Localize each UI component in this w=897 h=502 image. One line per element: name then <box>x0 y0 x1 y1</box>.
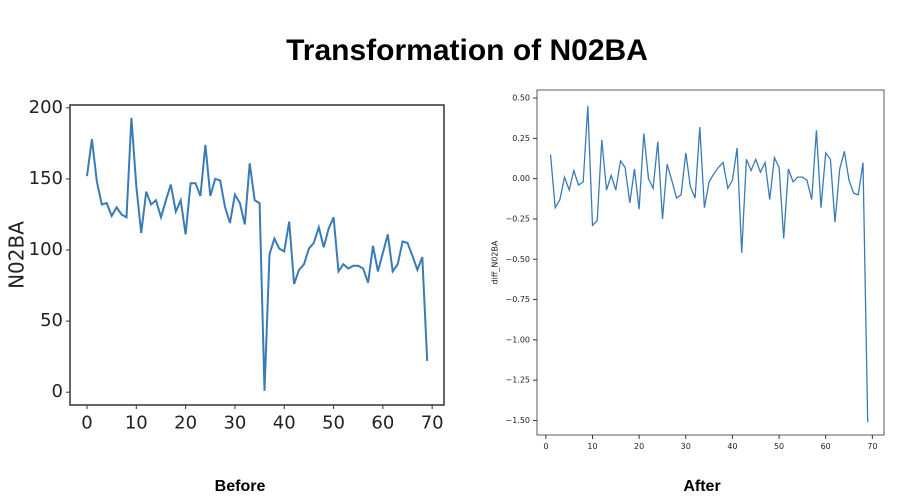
x-tick-label: 40 <box>273 413 296 434</box>
y-tick-label: −0.50 <box>505 255 530 264</box>
y-tick-label: −0.75 <box>505 295 530 304</box>
x-tick-label: 40 <box>727 442 737 451</box>
y-tick-label: 0 <box>52 381 63 402</box>
data-line <box>549 106 869 423</box>
y-tick-label: 50 <box>40 310 63 331</box>
plot-frame <box>69 104 445 406</box>
y-tick-label: −0.25 <box>505 214 530 223</box>
x-tick-label: 70 <box>867 442 877 451</box>
x-tick-label: 30 <box>681 442 691 451</box>
y-tick-label: −1.25 <box>505 376 530 385</box>
x-tick-label: 10 <box>125 413 148 434</box>
x-tick-label: 10 <box>587 442 597 451</box>
caption: After <box>683 478 720 495</box>
y-tick-label: 200 <box>29 97 63 118</box>
y-tick-label: 0.50 <box>512 94 530 103</box>
y-tick-label: 0.25 <box>512 134 530 143</box>
caption: Before <box>215 478 266 495</box>
slide-title: Transformation of N02BA <box>286 34 648 67</box>
x-tick-label: 20 <box>634 442 644 451</box>
x-tick-label: 50 <box>774 442 784 451</box>
x-tick-label: 20 <box>174 413 197 434</box>
y-tick-label: 0.00 <box>512 174 530 183</box>
x-tick-label: 30 <box>223 413 246 434</box>
data-line <box>86 117 429 391</box>
y-axis-label: diff_N02BA <box>491 240 500 284</box>
x-tick-label: 0 <box>543 442 548 451</box>
x-tick-label: 60 <box>821 442 831 451</box>
y-tick-label: −1.00 <box>505 335 530 344</box>
x-tick-label: 70 <box>421 413 444 434</box>
y-tick-label: −1.50 <box>505 416 530 425</box>
x-tick-label: 60 <box>371 413 394 434</box>
x-tick-label: 50 <box>322 413 345 434</box>
x-tick-label: 0 <box>81 413 92 434</box>
plot-frame <box>536 89 885 436</box>
y-tick-label: 100 <box>29 239 63 260</box>
y-tick-label: 150 <box>29 168 63 189</box>
y-axis-label: N02BA <box>5 221 29 289</box>
